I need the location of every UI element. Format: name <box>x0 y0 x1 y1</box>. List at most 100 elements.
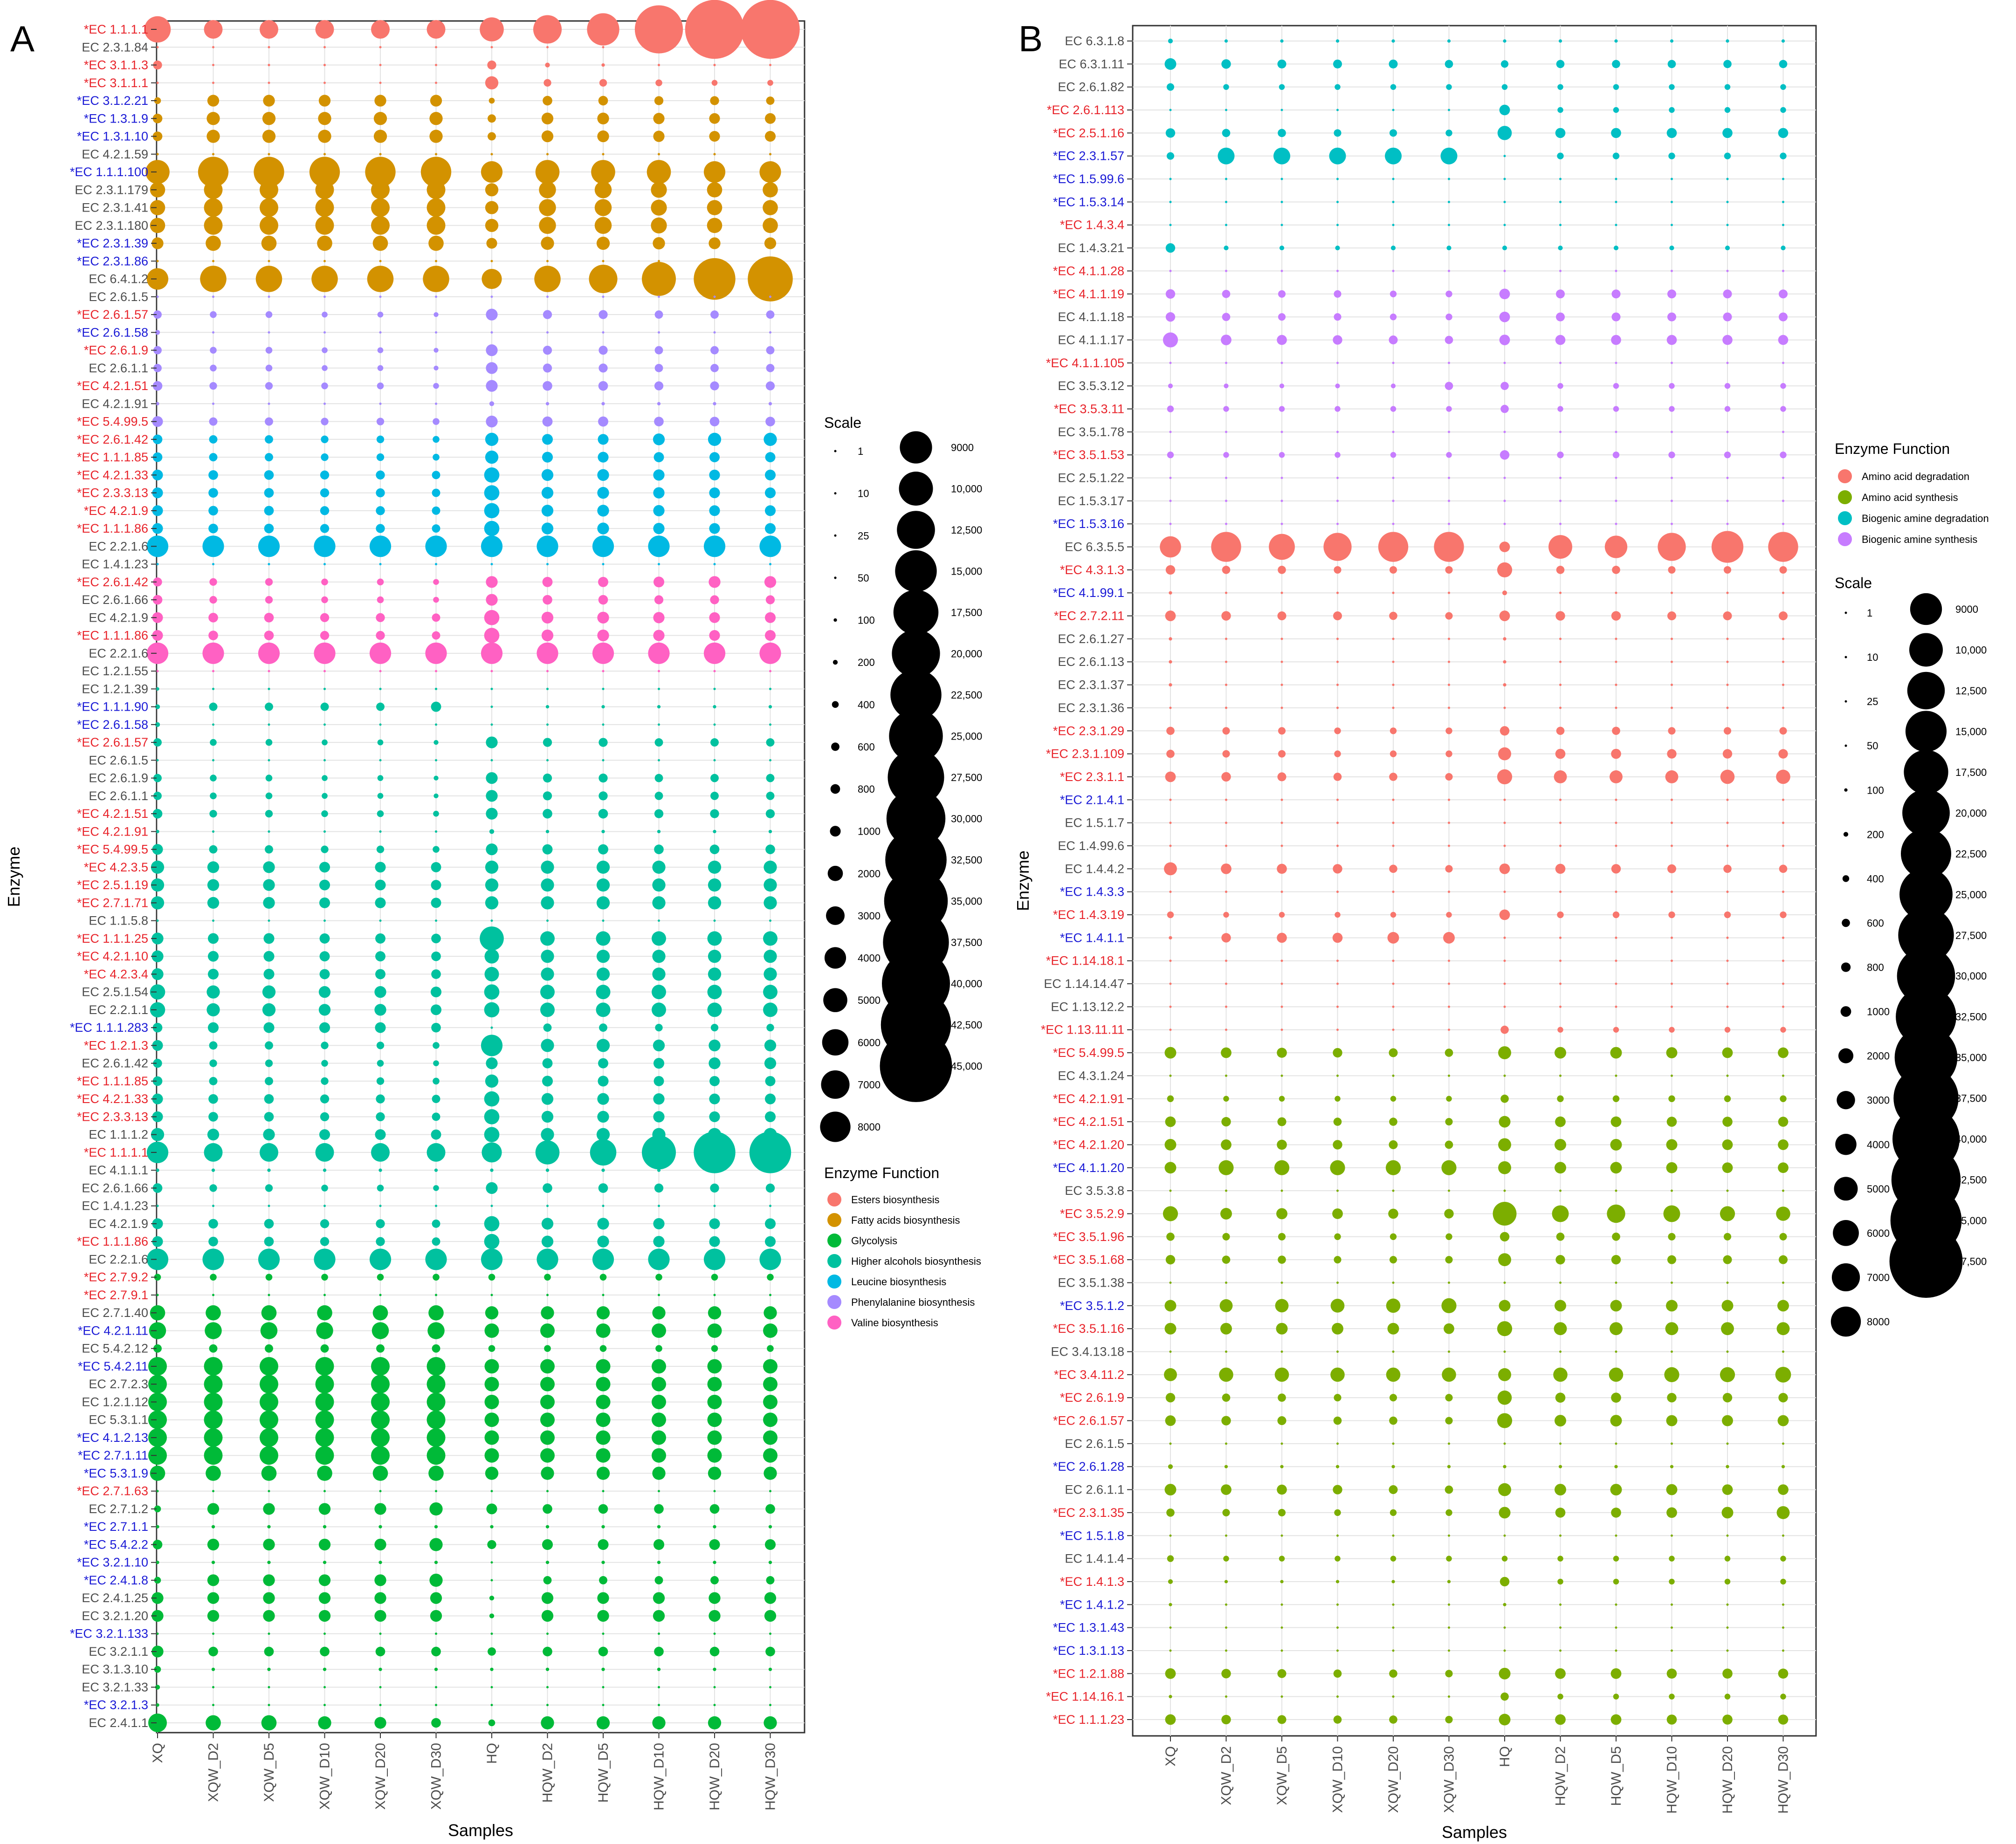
bubble <box>212 295 214 298</box>
bubble <box>708 1716 722 1730</box>
scale-legend-label: 6000 <box>858 1037 881 1049</box>
bubble <box>1165 1714 1176 1725</box>
bubble <box>709 523 720 534</box>
bubble <box>1277 932 1287 943</box>
scale-legend-key <box>1907 672 1945 710</box>
y-tick-label: *EC 1.1.1.1 <box>84 22 148 36</box>
y-tick-label: EC 1.2.1.39 <box>82 682 148 696</box>
bubble <box>601 1525 605 1529</box>
bubble <box>709 1076 720 1086</box>
bubble <box>435 1704 437 1707</box>
bubble <box>1559 1626 1562 1629</box>
bubble <box>1668 566 1676 574</box>
bubble <box>1499 1116 1511 1128</box>
bubble <box>598 809 608 819</box>
bubble <box>369 642 392 664</box>
bubble <box>546 331 549 334</box>
scale-legend-label: 22,500 <box>951 689 982 701</box>
bubble <box>486 1503 497 1515</box>
bubble <box>1169 660 1172 664</box>
bubble <box>1164 1368 1177 1381</box>
bubble <box>1782 982 1784 985</box>
x-tick-label: XQW_D10 <box>317 1743 333 1810</box>
bubble <box>685 0 744 59</box>
bubble <box>1778 289 1788 299</box>
bubble <box>537 535 558 557</box>
bubble <box>1445 1485 1453 1494</box>
bubble <box>1781 245 1786 251</box>
bubble <box>209 845 218 854</box>
y-tick-label: EC 1.1.5.8 <box>89 914 148 928</box>
y-tick-label: EC 4.1.1.17 <box>1058 333 1124 347</box>
bubble <box>151 878 165 892</box>
bubble <box>1336 1603 1339 1606</box>
bubble <box>1669 406 1675 412</box>
bubble <box>1500 60 1509 68</box>
bubble <box>546 153 549 156</box>
bubble <box>320 1237 330 1246</box>
bubble <box>377 578 384 586</box>
bubble <box>658 563 660 566</box>
bubble <box>1169 362 1172 364</box>
bubble <box>1389 1048 1398 1057</box>
bubble <box>596 1039 610 1052</box>
bubble <box>540 1430 555 1445</box>
bubble <box>261 235 277 251</box>
x-tick-label: HQW_D20 <box>1720 1746 1735 1814</box>
bubble <box>212 687 215 690</box>
bubble <box>376 506 385 515</box>
bubble <box>1557 1027 1563 1033</box>
bubble <box>208 613 218 623</box>
bubble <box>433 1060 439 1066</box>
bubble <box>763 931 778 946</box>
bubble <box>713 295 716 298</box>
bubble <box>432 506 440 515</box>
bubble <box>1670 891 1673 893</box>
bubble <box>1445 612 1453 620</box>
bubble <box>377 596 384 603</box>
bubble <box>430 1592 442 1604</box>
bubble <box>375 862 386 873</box>
bubble <box>267 1561 271 1564</box>
bubble <box>654 809 664 818</box>
bubble <box>1557 84 1563 90</box>
bubble <box>543 738 552 747</box>
bubble <box>1167 911 1174 919</box>
bubble <box>1499 909 1510 920</box>
bubble <box>1280 39 1284 43</box>
scale-legend-label: 47,500 <box>1955 1256 1987 1268</box>
bubble <box>379 1205 382 1207</box>
bubble <box>484 1091 500 1107</box>
bubble <box>597 469 609 481</box>
bubble <box>1225 684 1228 686</box>
bubble <box>1280 638 1283 640</box>
bubble <box>1392 706 1395 709</box>
bubble <box>602 1704 605 1707</box>
scale-legend-label: 6000 <box>1867 1227 1890 1239</box>
bubble <box>1559 844 1562 847</box>
bubble <box>1670 200 1673 203</box>
y-tick-label: EC 2.6.1.42 <box>82 1056 148 1070</box>
bubble <box>1390 1556 1397 1562</box>
y-tick-label: EC 1.4.99.6 <box>1058 839 1124 853</box>
bubble <box>1615 1281 1617 1284</box>
y-tick-label: EC 3.4.13.18 <box>1051 1345 1124 1359</box>
bubble <box>1225 891 1228 893</box>
bubble <box>653 1610 665 1622</box>
bubble <box>1443 932 1455 944</box>
bubble <box>1555 1162 1566 1174</box>
bubble <box>484 984 500 1000</box>
bubble <box>486 415 498 428</box>
bubble <box>1223 1096 1229 1102</box>
bubble <box>432 1112 440 1121</box>
bubble <box>764 505 776 516</box>
bubble <box>1336 960 1339 962</box>
bubble <box>484 1216 500 1232</box>
scale-legend-key <box>833 659 838 665</box>
bubble <box>265 1041 273 1050</box>
bubble <box>653 1236 665 1248</box>
bubble <box>764 630 776 641</box>
bubble <box>314 535 336 557</box>
scale-legend-label: 25,000 <box>951 731 982 742</box>
bubble <box>156 260 159 262</box>
